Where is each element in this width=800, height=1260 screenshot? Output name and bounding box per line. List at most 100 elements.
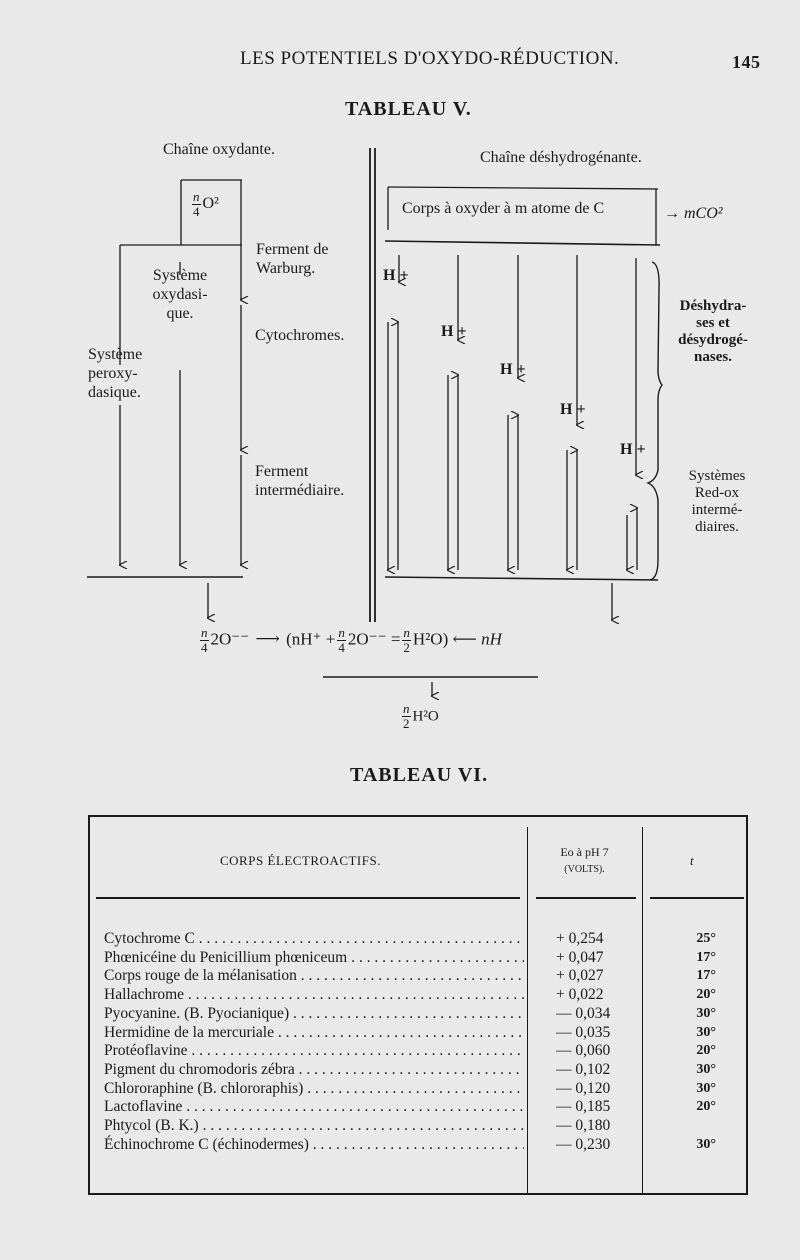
row-eo: + 0,022 [556, 986, 604, 1004]
leader-dots: . . . . . . . . . . . . . . . . . . . . … [292, 1004, 524, 1022]
text-line: Systèmes [688, 468, 746, 484]
row-eo: — 0,035 [556, 1023, 611, 1041]
text-line: Red-ox [694, 485, 740, 501]
equation: n 4 2O⁻⁻ ⟶ (nH⁺ + n 4 2O⁻⁻ = n 2 H²O) ⟵ nH [198, 626, 502, 655]
row-t: 30° [696, 1005, 716, 1021]
row-t: 25° [696, 931, 716, 946]
hplus-3: H + [500, 361, 526, 378]
row-t: 30° [696, 1136, 716, 1152]
text-line: dasique. [88, 384, 141, 401]
row-t: 30° [696, 1024, 716, 1040]
row-name: Corps rouge de la mélanisation . . . . .… [104, 966, 524, 985]
frac-num: n [200, 625, 209, 641]
text-line: diaires. [695, 519, 739, 535]
row-name: Cytochrome C . . . . . . . . . . . . . .… [104, 929, 524, 948]
frac-num: n [402, 625, 411, 641]
text-line: Déshydra- [679, 298, 747, 314]
leader-dots: . . . . . . . . . . . . . . . . . . . . … [300, 967, 524, 985]
text-line: Ferment de [256, 241, 329, 258]
row-t: 17° [696, 968, 716, 984]
row-t: 20° [696, 1099, 716, 1115]
frac-den: 4 [193, 204, 200, 219]
frac-den: 2 [403, 716, 410, 731]
row-name: Échinochrome C (échinodermes) . . . . . … [104, 1135, 524, 1154]
hplus-4: H + [560, 401, 586, 418]
text-line: peroxy- [88, 365, 138, 382]
row-name: Chlororaphine (B. chlororaphis) . . . . … [104, 1079, 524, 1098]
eq-arrow: ⟶ [255, 629, 280, 649]
eq-left: 2O⁻⁻ [210, 629, 250, 649]
tableau-6-title: TABLEAU VI. [350, 764, 489, 786]
row-eo: — 0,034 [556, 1004, 611, 1022]
row-eo: — 0,060 [556, 1042, 611, 1060]
frac-num: n [337, 625, 346, 641]
eq-middle-open: (nH⁺ + [286, 629, 336, 649]
eq-middle-close: H²O) [412, 629, 449, 649]
row-eo: — 0,180 [556, 1117, 611, 1134]
eq-middle: 2O⁻⁻ = [347, 629, 401, 649]
page-number: 145 [732, 52, 761, 72]
ferment-intermediaire: Ferment intermédiaire. [255, 462, 344, 500]
frac-den: 4 [338, 640, 345, 655]
corps-a-oxyder-box: Corps à oxyder à m atome de C [402, 200, 605, 217]
text-line: ses et [696, 315, 730, 331]
tableau-6-table: CORPS ÉLECTROACTIFS. Eo à pH 7 (VOLTS). … [88, 815, 748, 1195]
row-name: Pyocyanine. (B. Pyocianique) . . . . . .… [104, 1004, 524, 1023]
running-head: LES POTENTIELS D'OXYDO-RÉDUCTION. [240, 48, 620, 69]
column-header-corps: CORPS ÉLECTROACTIFS. [220, 853, 381, 868]
leader-dots: . . . . . . . . . . . . . . . . . . . . … [191, 1042, 524, 1060]
text-line: Warburg. [256, 260, 316, 277]
row-name: Phtycol (B. K.) . . . . . . . . . . . . … [104, 1116, 524, 1135]
text-line: Système [152, 267, 208, 284]
leader-dots: . . . . . . . . . . . . . . . . . . . . … [186, 1098, 524, 1116]
row-name: Hallachrome . . . . . . . . . . . . . . … [104, 985, 524, 1004]
column-rule [527, 827, 528, 1193]
hplus-2: H + [441, 323, 467, 340]
oxygen-fraction: n 4 O² [190, 190, 219, 219]
leader-dots: . . . . . . . . . . . . . . . . . . . . … [298, 1060, 524, 1078]
oxygen-label: O² [202, 195, 219, 213]
row-name: Protéoflavine . . . . . . . . . . . . . … [104, 1041, 524, 1060]
text-line: oxydasi- [152, 286, 208, 303]
leader-dots: . . . . . . . . . . . . . . . . . . . . … [187, 986, 524, 1004]
leader-dots: . . . . . . . . . . . . . . . . . . . . … [312, 1135, 524, 1153]
header-rule [536, 897, 636, 899]
text-line: Eo à pH 7 [560, 845, 609, 859]
row-name: Pigment du chromodoris zébra . . . . . .… [104, 1060, 524, 1079]
header-rule [650, 897, 744, 899]
row-eo: + 0,254 [556, 930, 604, 947]
result-h2o: H²O [412, 708, 439, 725]
text-line: intermé- [691, 502, 743, 518]
equation-result: n 2 H²O [400, 702, 439, 731]
text-line: Ferment [255, 463, 309, 480]
row-t: 20° [696, 987, 716, 1003]
row-name: Lactoflavine . . . . . . . . . . . . . .… [104, 1097, 524, 1116]
column-header-eo: Eo à pH 7 (VOLTS). [527, 843, 642, 879]
frac-den: 4 [201, 640, 208, 655]
row-t: 30° [696, 1061, 716, 1077]
leader-dots: . . . . . . . . . . . . . . . . . . . . … [351, 948, 524, 966]
row-t: 20° [696, 1043, 716, 1059]
row-t: 17° [696, 949, 716, 965]
leader-dots: . . . . . . . . . . . . . . . . . . . . … [277, 1023, 524, 1041]
row-eo: — 0,102 [556, 1060, 611, 1078]
text-line: nases. [694, 349, 732, 365]
row-eo: — 0,120 [556, 1079, 611, 1097]
left-heading: Chaîne oxydante. [163, 141, 275, 158]
row-name: Phœnicéine du Penicillium phœniceum . . … [104, 948, 524, 967]
redox-label: Systèmes Red-ox intermé- diaires. [672, 468, 762, 536]
tableau-5-title: TABLEAU V. [345, 98, 472, 120]
frac-den: 2 [403, 640, 410, 655]
text-line: Système [88, 346, 143, 363]
row-eo: — 0,185 [556, 1098, 611, 1116]
right-heading: Chaîne déshydrogénante. [480, 149, 642, 166]
ferment-warburg: Ferment de Warburg. [256, 240, 328, 278]
cytochromes-label: Cytochromes. [255, 327, 345, 344]
deshydrases-label: Déshydra- ses et désydrogé- nases. [668, 298, 758, 366]
text-line: (VOLTS). [564, 864, 605, 875]
column-rule [642, 827, 643, 1193]
leader-dots: . . . . . . . . . . . . . . . . . . . . … [307, 1079, 524, 1097]
header-rule [96, 897, 520, 899]
frac-num: n [402, 701, 411, 717]
